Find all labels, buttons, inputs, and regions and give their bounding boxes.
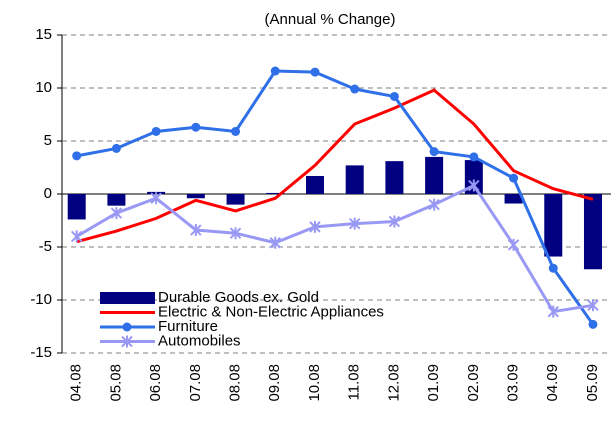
y-tick-label: 5 <box>44 132 52 149</box>
y-tick-label: -5 <box>39 238 52 255</box>
x-tick-label: 08.08 <box>227 364 244 402</box>
bar <box>345 165 364 194</box>
point <box>191 122 201 132</box>
point <box>469 152 479 162</box>
legend-swatch <box>100 292 155 304</box>
legend-marker <box>122 322 132 332</box>
point <box>509 173 519 183</box>
x-tick-label: 03.09 <box>505 364 522 402</box>
x-tick-label: 11.08 <box>346 364 363 400</box>
point <box>269 236 281 249</box>
legend-label: Furniture <box>158 318 218 335</box>
x-tick-label: 05.09 <box>584 364 601 402</box>
x-tick-label: 09.08 <box>266 364 283 402</box>
bar <box>107 194 126 206</box>
point <box>429 147 439 157</box>
legend-label: Automobiles <box>158 332 241 349</box>
point <box>72 151 82 161</box>
x-tick-label: 02.09 <box>465 364 482 402</box>
point <box>110 207 123 220</box>
point <box>587 299 599 312</box>
point <box>350 84 360 94</box>
point <box>229 227 242 240</box>
x-tick-label: 12.08 <box>385 364 402 402</box>
point <box>70 230 83 243</box>
point <box>507 238 520 251</box>
bar <box>186 194 205 199</box>
x-tick-label: 04.08 <box>68 364 85 402</box>
point <box>389 91 399 101</box>
line <box>76 69 595 326</box>
chart-title: (Annual % Change) <box>265 11 396 28</box>
x-tick-label: 04.09 <box>544 364 561 402</box>
y-tick-label: -15 <box>30 344 52 361</box>
y-tick-label: -10 <box>30 291 52 308</box>
x-tick-label: 06.08 <box>147 364 164 402</box>
point <box>150 192 162 205</box>
x-tick-label: 10.08 <box>306 364 323 402</box>
point <box>547 305 559 318</box>
point <box>270 66 280 76</box>
bar <box>464 160 483 194</box>
bar <box>425 156 444 194</box>
point <box>111 143 121 153</box>
legend-label: Electric & Non-Electric Appliances <box>158 303 384 320</box>
bar <box>504 194 523 204</box>
point <box>548 263 558 273</box>
bar <box>385 161 404 194</box>
y-tick-label: 10 <box>35 79 52 96</box>
point <box>388 215 401 228</box>
point <box>588 319 598 329</box>
point <box>190 224 202 237</box>
point <box>348 217 361 230</box>
line <box>76 88 594 244</box>
line <box>75 183 594 314</box>
point <box>428 198 440 211</box>
point <box>151 126 161 136</box>
legend-marker <box>121 335 133 348</box>
x-tick-label: 01.09 <box>425 364 442 402</box>
bar <box>67 194 86 220</box>
y-tick-label: 0 <box>44 185 52 202</box>
point <box>310 67 320 77</box>
bar <box>226 194 245 205</box>
y-tick-label: 15 <box>35 26 52 43</box>
x-tick-label: 05.08 <box>107 364 124 402</box>
bar <box>305 175 324 194</box>
bar <box>266 192 285 194</box>
legend-label: Durable Goods ex. Gold <box>158 289 319 306</box>
bar <box>544 194 563 257</box>
point <box>231 126 241 136</box>
point <box>468 179 480 192</box>
bar <box>583 194 602 270</box>
point <box>309 220 321 233</box>
x-tick-label: 07.08 <box>187 364 204 402</box>
